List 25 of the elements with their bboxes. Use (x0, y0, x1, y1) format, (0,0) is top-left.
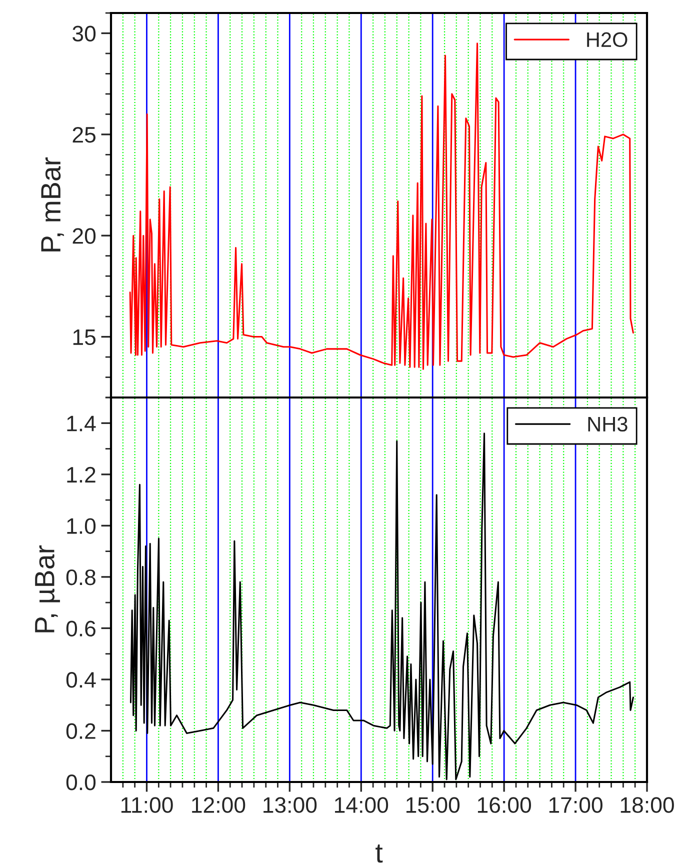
y-tick-label: 30 (72, 26, 96, 42)
y-tick-label: 0.0 (66, 774, 96, 790)
y-tick-label: 0.6 (66, 620, 96, 636)
x-axis-title: t (376, 844, 383, 863)
y-tick-label: 1.2 (67, 466, 96, 482)
y-tick-label: 0.2 (66, 723, 96, 740)
legend-label: NH3 (588, 416, 628, 432)
y-axis-title: P, mBar (41, 157, 64, 252)
y-axis-title: P, µBar (35, 545, 60, 632)
y-tick-label: 20 (72, 228, 96, 244)
x-tick-label: 15:00 (406, 797, 460, 813)
x-tick-label: 16:00 (478, 797, 532, 813)
x-tick-label: 11:00 (121, 797, 173, 813)
y-tick-label: 25 (72, 126, 96, 143)
legend-label: H2O (587, 32, 628, 48)
y-tick-label: 15 (73, 330, 96, 346)
x-tick-label: 18:00 (620, 797, 674, 813)
x-tick-label: 14:00 (335, 797, 388, 813)
y-tick-label: 1.0 (67, 518, 96, 534)
x-tick-label: 12:00 (192, 797, 246, 813)
y-tick-label: 1.4 (67, 416, 96, 432)
y-tick-label: 0.4 (66, 672, 96, 688)
x-tick-label: 17:00 (549, 797, 602, 813)
y-tick-label: 0.8 (66, 569, 96, 586)
x-tick-label: 13:00 (264, 797, 317, 813)
